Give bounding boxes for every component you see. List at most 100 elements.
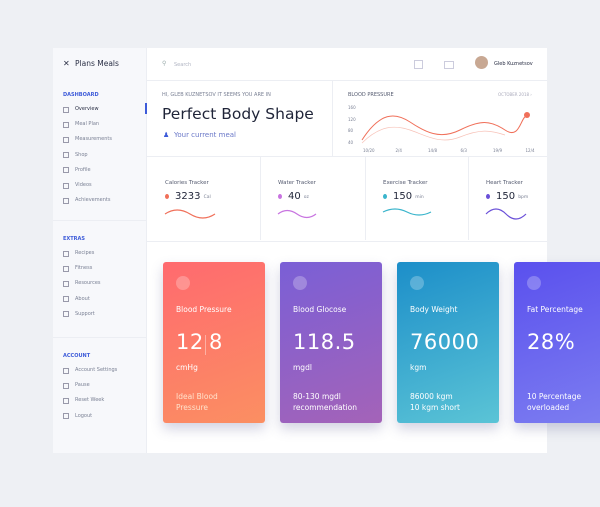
notification-icon[interactable] [414,60,423,69]
nav-icon [63,413,69,420]
card-value: 12 [176,330,204,354]
avatar[interactable] [475,56,488,69]
tracker-unit: oz [303,195,309,200]
nav-item[interactable]: Pause [75,382,90,389]
nav-icon [63,280,69,287]
nav-item[interactable]: Overview [75,106,99,112]
card-value: 118.5 [293,330,356,354]
card-title: Blood Pressure [176,305,232,314]
metric-card: Body Weight 76000 kgm 86000 kgm 10 kgm short [397,262,499,423]
nav-icon [63,250,69,257]
bp-period[interactable]: OCTOBER 2018 › [498,92,532,97]
tracker-icon [165,194,169,199]
nav-icon [63,367,69,374]
card-note: 10 kgm short [410,403,460,412]
tracker-label: Exercise Tracker [383,180,428,186]
card-note: 86000 kgm [410,392,453,401]
tracker-unit: bpm [518,195,529,200]
card-note: Ideal Blood [176,392,218,401]
nav-item[interactable]: Support [75,310,95,317]
divider [53,337,146,338]
active-indicator [145,103,147,114]
card-note: 10 Percentage [527,392,582,401]
metric-card: Fat Percentage 28% 10 Percentage overloaded [514,262,600,423]
nav-icon [63,152,69,159]
bp-title: BLOOD PRESSURE [348,92,394,98]
card-value: 8 [209,330,223,354]
y-tick-label: 80 [348,128,354,134]
card-value: 76000 [410,330,480,354]
nav-item[interactable]: Logout [75,412,93,419]
nav-item[interactable]: Reset Week [75,397,105,404]
x-tick-label: 14/8 [428,148,437,153]
card-icon [293,276,307,290]
nav-icon [63,311,69,318]
nav-item[interactable]: Achievements [75,197,111,204]
tracker-icon [383,194,387,199]
nav-item[interactable]: Fitness [75,265,93,272]
nav-item[interactable]: Account Settings [75,367,118,373]
nav-item[interactable]: Meal Plan [75,121,100,128]
x-tick-label: 2/4 [395,148,402,153]
x-tick-label: 12/4 [525,148,535,153]
nav-item[interactable]: Recipes [75,250,95,256]
nav-item[interactable]: Shop [75,151,88,158]
tracker-label: Calories Tracker [165,180,209,186]
nav-item[interactable]: Profile [75,166,91,173]
logo-icon: ✕ [63,59,70,68]
card-value: 28% [527,330,576,354]
tracker-value: 150 [393,191,413,202]
nav-icon [63,121,69,128]
tracker-value: 40 [288,191,301,202]
card-title: Fat Percentage [527,305,583,314]
chart-divider [332,80,333,156]
tracker-divider [365,157,366,240]
tracker-label: Water Tracker [278,180,316,186]
tracker-icon [486,194,490,199]
y-tick-label: 160 [348,105,356,110]
y-tick-label: 120 [348,116,356,122]
headline: Perfect Body Shape [162,105,314,123]
card-icon [176,276,190,290]
greeting: HI, GLEB KUZNETSOV IT SEEMS YOU ARE IN [162,92,271,98]
nav-item[interactable]: About [75,295,90,302]
user-name[interactable]: Gleb Kuznetsov [494,61,533,67]
metric-card: Blood Glocose 118.5 mgdl 80-130 mgdl recomme… [280,262,382,423]
x-tick-label: 19/9 [493,148,502,153]
nav-icon [63,265,69,272]
card-title: Body Weight [410,305,458,314]
nav-icon [63,106,69,113]
meal-link[interactable]: Your current meal [174,131,237,139]
nav-item[interactable]: Videos [75,182,92,188]
section-title: ACCOUNT [63,353,91,359]
topbar [147,48,547,81]
nav-item[interactable]: Resources [75,280,101,287]
search-icon: ⚲ [162,60,167,67]
tracker-row [147,156,547,242]
card-separator [205,335,206,355]
nav-item[interactable]: Measurements [75,136,112,143]
card-note: 80-130 mgdl [293,392,341,401]
nav-icon [63,167,69,174]
tracker-icon [278,194,282,199]
tracker-label: Heart Tracker [486,180,523,186]
card-icon [527,276,541,290]
meal-icon: ♟ [163,131,170,139]
nav-icon [63,197,69,204]
logo: Plans Meals [75,59,119,68]
y-tick-label: 40 [348,140,354,146]
tracker-value: 3233 [175,191,201,202]
tracker-divider [468,157,469,240]
tracker-unit: Cal [203,195,211,200]
divider [53,220,146,221]
nav-icon [63,182,69,189]
card-icon [410,276,424,290]
section-title: EXTRAS [63,236,86,242]
card-unit: kgm [410,363,427,372]
search[interactable]: Search [174,62,192,68]
mail-icon[interactable] [444,61,454,69]
nav-icon [63,136,69,143]
card-title: Blood Glocose [293,305,347,314]
nav-icon [63,382,69,389]
